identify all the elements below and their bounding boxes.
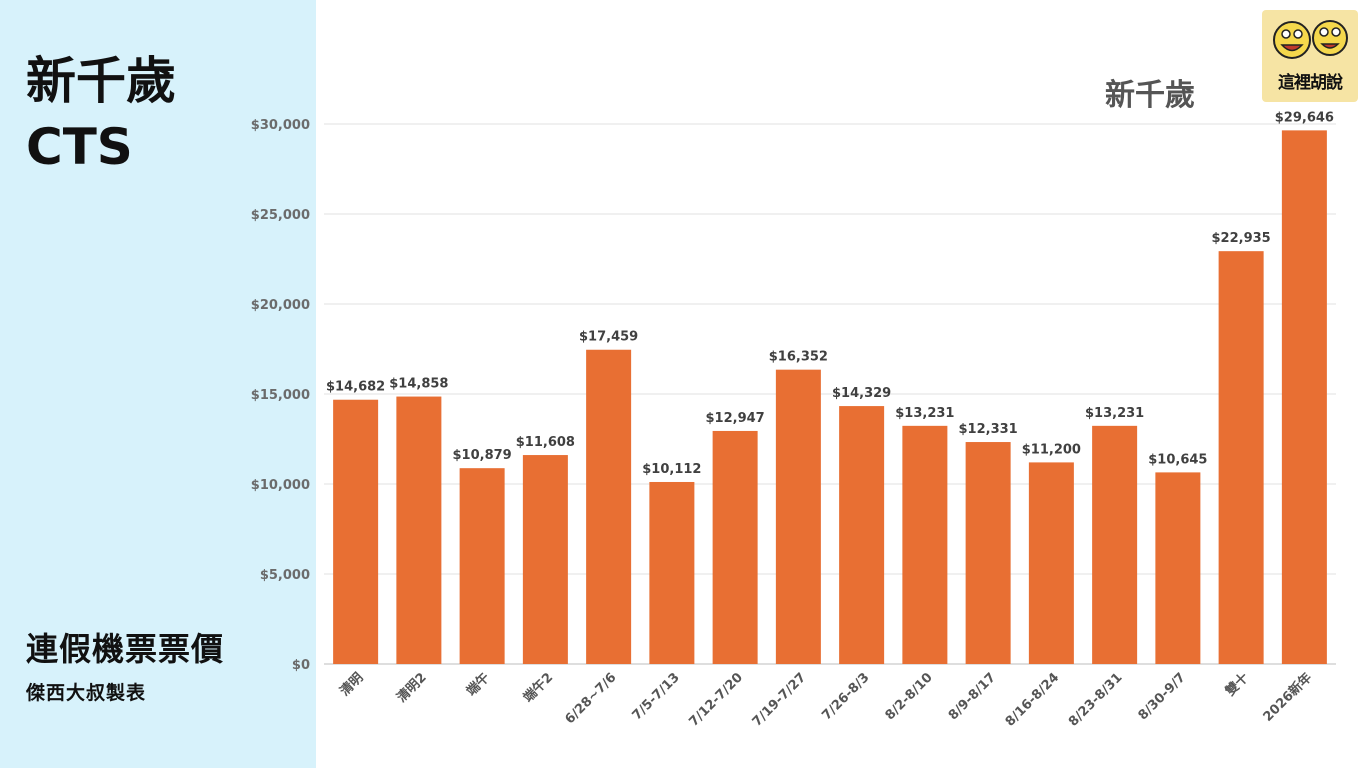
- data-label: $11,608: [516, 435, 575, 450]
- subtitle: 連假機票票價: [26, 630, 225, 668]
- x-tick-label: 8/23-8/31: [1066, 670, 1126, 730]
- y-tick-label: $30,000: [251, 118, 310, 133]
- data-label: $10,645: [1148, 452, 1207, 467]
- logo-faces-icon: [1273, 20, 1348, 59]
- y-tick-label: $10,000: [251, 478, 310, 493]
- x-tick-label: 7/19-7/27: [750, 670, 810, 730]
- data-label: $29,646: [1275, 110, 1334, 125]
- data-label: $12,947: [706, 411, 765, 426]
- bar: [902, 425, 948, 664]
- y-tick-label: $0: [292, 658, 310, 673]
- bar: [1218, 251, 1264, 665]
- logo-text: 這裡胡說: [1278, 73, 1343, 93]
- bar: [1281, 130, 1327, 664]
- data-label: $10,112: [642, 462, 701, 477]
- bar: [1155, 472, 1201, 664]
- title-line-1: 新千歲: [26, 52, 176, 110]
- x-tick-label: 端午2: [520, 670, 556, 706]
- logo: 這裡胡說: [1262, 10, 1358, 102]
- bar: [965, 442, 1011, 664]
- x-tick-label: 7/5-7/13: [630, 670, 683, 723]
- bar: [839, 406, 885, 664]
- bar: [1028, 462, 1074, 664]
- x-tick-label: 8/9-8/17: [946, 670, 999, 723]
- bar: [1092, 425, 1138, 664]
- bar: [775, 369, 821, 664]
- y-tick-label: $15,000: [251, 388, 310, 403]
- data-label: $11,200: [1022, 442, 1081, 457]
- x-tick-label: 8/2-8/10: [883, 670, 936, 723]
- bar: [586, 349, 632, 664]
- bar: [396, 396, 442, 664]
- x-tick-label: 清明2: [394, 670, 430, 706]
- x-tick-label: 清明: [337, 670, 367, 700]
- x-tick-label: 8/16-8/24: [1003, 670, 1063, 730]
- data-label: $10,879: [453, 448, 512, 463]
- left-panel: 新千歲 CTS 連假機票票價 傑西大叔製表: [0, 0, 316, 768]
- data-label: $14,329: [832, 386, 891, 401]
- data-label: $17,459: [579, 330, 638, 345]
- chart-title: 新千歲: [1105, 78, 1195, 113]
- data-label: $14,858: [389, 377, 448, 392]
- bar: [459, 468, 505, 664]
- credit: 傑西大叔製表: [26, 682, 147, 704]
- x-tick-label: 7/12-7/20: [686, 670, 746, 730]
- data-label: $12,331: [959, 422, 1018, 437]
- x-tick-label: 6/28~7/6: [562, 670, 619, 727]
- x-tick-label: 7/26-8/3: [819, 670, 872, 723]
- y-tick-label: $5,000: [260, 568, 310, 583]
- y-tick-label: $20,000: [251, 298, 310, 313]
- x-tick-label: 2026新年: [1260, 670, 1315, 725]
- x-tick-label: 雙十: [1222, 670, 1252, 700]
- data-label: $16,352: [769, 350, 828, 365]
- bar: [712, 430, 758, 664]
- data-label: $22,935: [1212, 231, 1271, 246]
- bar: [649, 481, 695, 664]
- bar: [333, 399, 379, 664]
- x-tick-label: 端午: [463, 670, 493, 700]
- y-tick-label: $25,000: [251, 208, 310, 223]
- title-line-2: CTS: [26, 118, 133, 176]
- page-title: 新千歲 CTS: [26, 48, 176, 180]
- data-label: $13,231: [895, 406, 954, 421]
- x-tick-label: 8/30-9/7: [1136, 670, 1189, 723]
- data-label: $13,231: [1085, 406, 1144, 421]
- data-label: $14,682: [326, 380, 385, 395]
- bar: [522, 455, 568, 664]
